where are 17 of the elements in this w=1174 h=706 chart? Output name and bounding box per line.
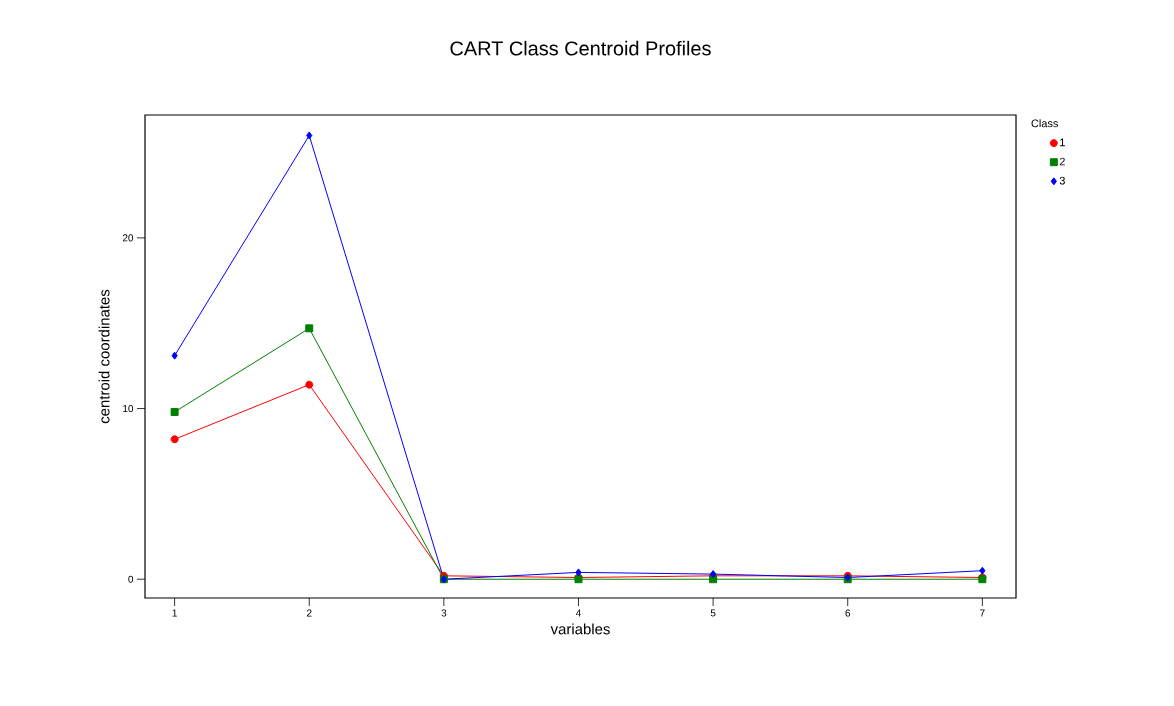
y-tick-label: 0: [128, 575, 134, 583]
legend-title: Class: [1031, 119, 1058, 128]
y-axis-title: centroid coordinates: [98, 289, 110, 424]
x-tick-label: 5: [710, 609, 716, 617]
legend-label: 3: [1059, 176, 1065, 185]
x-tick-label: 4: [575, 609, 581, 617]
chart-title: CART Class Centroid Profiles: [450, 40, 711, 56]
y-tick-label: 10: [123, 405, 134, 413]
x-tick-label: 2: [306, 609, 312, 617]
legend-label: 1: [1060, 138, 1065, 147]
x-tick-label: 7: [980, 609, 985, 617]
x-tick-label: 6: [845, 609, 851, 617]
x-tick-label: 1: [172, 609, 177, 617]
y-tick-label: 20: [122, 234, 134, 242]
x-tick-label: 3: [441, 609, 447, 617]
x-axis-title: variables: [550, 623, 610, 635]
legend-label: 2: [1059, 157, 1065, 166]
